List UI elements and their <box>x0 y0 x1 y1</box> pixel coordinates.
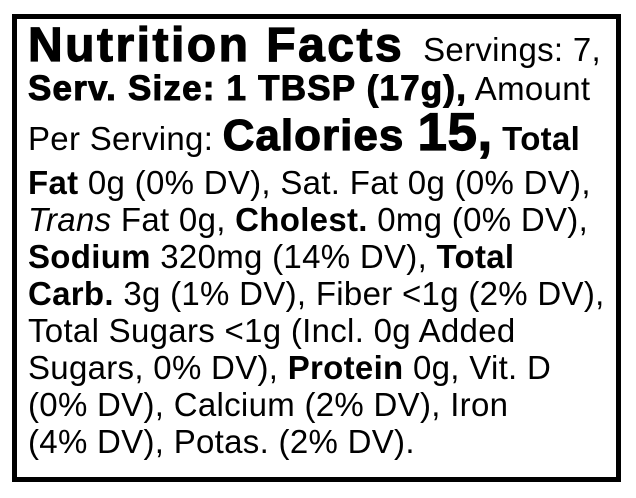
label-text-segment: 0mg (0% DV), <box>367 201 589 238</box>
label-line: Nutrition Facts Servings: 7, <box>27 21 610 70</box>
label-line: Total Sugars <1g (Incl. 0g Added <box>28 312 610 349</box>
label-text-segment: Serv. Size: 1 TBSP (17g), <box>27 69 468 108</box>
label-text-block: Nutrition Facts Servings: 7, Serv. Size: … <box>27 21 610 460</box>
label-line: (0% DV), Calcium (2% DV), Iron <box>28 386 610 423</box>
label-text-segment: Trans <box>28 201 112 238</box>
label-text-segment: Cholest. <box>235 201 368 238</box>
label-text-segment: 3g (1% DV), Fiber <1g (2% DV), <box>113 275 605 312</box>
label-line: Sodium 320mg (14% DV), Total <box>28 238 610 275</box>
label-line: Serv. Size: 1 TBSP (17g), Amount <box>27 69 610 108</box>
label-line: Trans Fat 0g, Cholest. 0mg (0% DV), <box>28 201 610 238</box>
label-text-segment: Fat 0g, <box>111 201 236 238</box>
label-text-segment: 15, <box>417 103 493 162</box>
label-text-segment: Protein <box>287 349 404 386</box>
label-text-segment: Nutrition Facts <box>27 19 405 72</box>
label-line: Per Serving: Calories 15, Total <box>28 105 610 164</box>
label-text-segment: Servings: 7, <box>404 31 601 68</box>
label-text-segment: (0% DV), Calcium (2% DV), Iron <box>28 386 509 423</box>
label-text-segment: Fat <box>28 164 79 201</box>
label-line: Sugars, 0% DV), Protein 0g, Vit. D <box>28 349 610 386</box>
label-text-segment: 0g (0% DV), Sat. Fat 0g (0% DV), <box>78 164 591 201</box>
label-text-segment: Per Serving: <box>28 120 223 157</box>
label-line: Carb. 3g (1% DV), Fiber <1g (2% DV), <box>28 275 610 312</box>
label-line: Fat 0g (0% DV), Sat. Fat 0g (0% DV), <box>28 164 610 201</box>
label-text-segment: (4% DV), Potas. (2% DV). <box>28 423 415 460</box>
label-text-segment: Sodium <box>28 238 151 275</box>
label-text-segment: 320mg (14% DV), <box>150 238 437 275</box>
label-text-segment: Total Sugars <1g (Incl. 0g Added <box>28 312 516 349</box>
label-text-segment: Sugars, 0% DV), <box>28 349 288 386</box>
nutrition-facts-label: Nutrition Facts Servings: 7, Serv. Size: … <box>12 14 621 482</box>
label-line: (4% DV), Potas. (2% DV). <box>28 423 610 460</box>
label-text-segment: 0g, Vit. D <box>403 349 552 386</box>
label-text-segment: Amount <box>467 70 591 107</box>
label-text-segment: Calories <box>222 110 418 160</box>
label-text-segment: Total <box>492 120 581 157</box>
label-text-segment: Total <box>436 238 515 275</box>
label-text-segment: Carb. <box>28 275 114 312</box>
